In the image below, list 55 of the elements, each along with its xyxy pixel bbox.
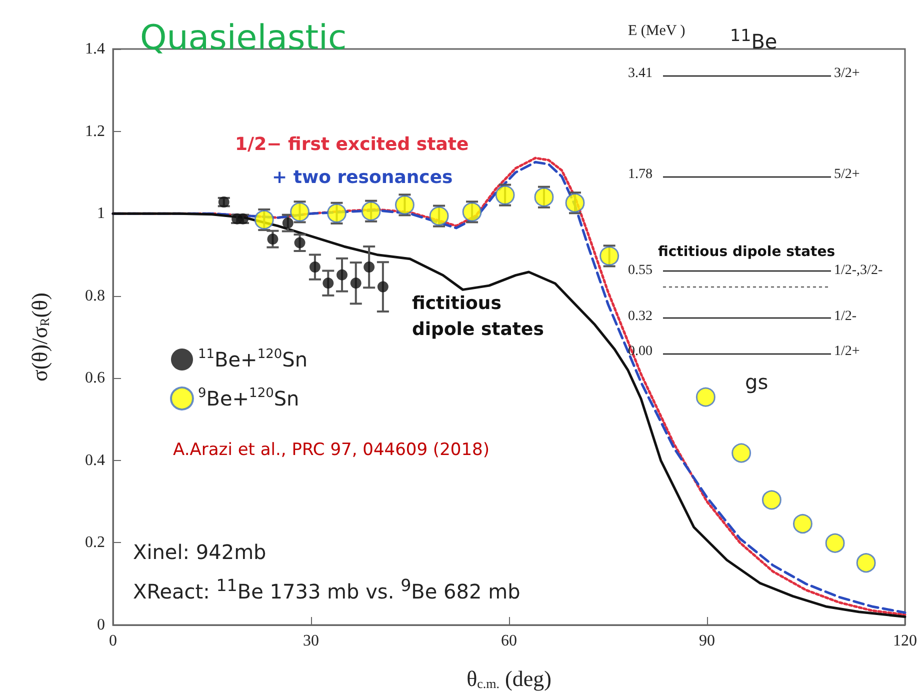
- x-tick-label: 0: [109, 632, 117, 650]
- annotation: XReact: $^{11}$Be 1733 mb vs. $^{9}$Be 682 mb: [133, 576, 520, 604]
- annotation: Xinel: 942mb: [133, 540, 266, 564]
- point: [294, 237, 306, 248]
- annotation: A.Arazi et al., PRC 97, 044609 (2018): [173, 440, 490, 460]
- x-tick-label: 30: [303, 632, 319, 650]
- annotation: 0.55: [628, 263, 652, 280]
- annotation: 1.78: [628, 167, 652, 184]
- point: [394, 195, 414, 215]
- point: [377, 281, 388, 292]
- point: [762, 490, 782, 510]
- point: [534, 187, 554, 207]
- text: 1/2− first excited state: [235, 133, 469, 157]
- y-tick-label: 0.2: [85, 534, 105, 552]
- point: [732, 443, 752, 463]
- y-tick-label: 0.8: [85, 287, 105, 304]
- point: [792, 514, 812, 534]
- point: [336, 269, 348, 280]
- point: [696, 387, 716, 407]
- annotation: $^{11}$Be: [730, 26, 778, 54]
- annotation: 5/2+: [834, 167, 860, 184]
- x-tick-label: 90: [699, 632, 715, 650]
- y-tick-label: 1.4: [85, 40, 105, 58]
- x-tick-label: 120: [893, 632, 917, 650]
- x-tick-label: 60: [501, 632, 517, 650]
- y-axis-title: σ(θ)/σR(θ): [27, 292, 52, 382]
- chart-title: Quasielastic: [140, 18, 347, 58]
- point: [856, 553, 876, 573]
- annotation: 3/2+: [834, 66, 860, 83]
- point: [825, 533, 845, 553]
- y-tick-label: 1.2: [85, 122, 105, 140]
- y-tick-label: 1: [97, 205, 105, 222]
- annotation: 0.32: [628, 309, 652, 326]
- point: [267, 234, 278, 245]
- point: [600, 246, 620, 266]
- annotation: 1/2+: [834, 344, 860, 361]
- series-label: + two resonances: [272, 166, 453, 190]
- series-label: fictitious dipole states: [412, 292, 545, 342]
- annotation: fictitious dipole states: [658, 244, 836, 261]
- x-axis-title: θc.m. (deg): [466, 666, 552, 691]
- point: [309, 262, 320, 273]
- annotation: 3.41: [628, 66, 652, 83]
- annotation: 1/2-: [834, 309, 857, 326]
- point: [364, 262, 375, 273]
- y-tick-label: 0.4: [85, 452, 105, 469]
- point: [282, 218, 294, 229]
- y-tick-label: 0: [97, 616, 105, 634]
- y-tick-label: 0.6: [85, 370, 105, 387]
- point: [322, 278, 334, 289]
- point: [350, 278, 362, 289]
- point: [429, 206, 449, 226]
- annotation: 1/2-,3/2-: [834, 263, 883, 280]
- point: [327, 203, 346, 223]
- annotation: gs: [745, 370, 768, 394]
- text: E (MeV ): [628, 22, 686, 40]
